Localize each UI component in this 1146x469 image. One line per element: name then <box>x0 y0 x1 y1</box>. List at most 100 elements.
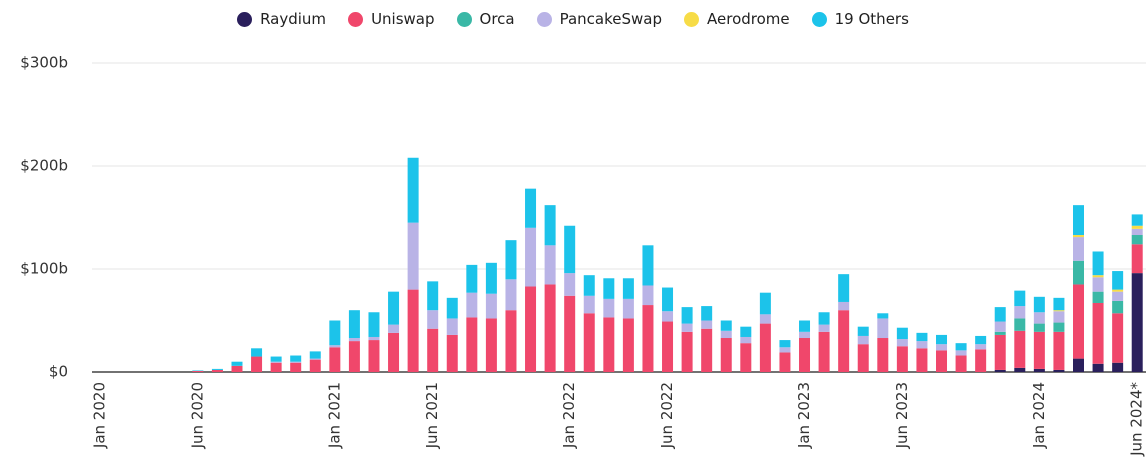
legend-item: Raydium <box>237 10 326 28</box>
bar-segment <box>368 340 380 372</box>
bar-segment <box>1014 330 1026 368</box>
bar-segment <box>368 312 380 337</box>
bar-segment <box>485 293 497 319</box>
bar-segment <box>1033 296 1045 313</box>
bar-segment <box>1092 291 1104 303</box>
bar-segment <box>857 326 869 336</box>
bar-segment <box>916 332 928 342</box>
legend-swatch <box>684 11 700 27</box>
bar-segment <box>525 286 537 372</box>
bar-segment <box>407 222 419 290</box>
bar-segment <box>877 338 889 372</box>
bar-segment <box>759 323 771 372</box>
x-tick-label: Jun 2021 <box>423 382 441 449</box>
bar-segment <box>544 205 556 246</box>
bar-segment <box>603 278 615 299</box>
bar-segment <box>857 335 869 345</box>
x-tick-label: Jun 2022 <box>658 382 676 449</box>
bar-segment <box>270 361 282 363</box>
bar-segment <box>211 368 223 370</box>
bar-segment <box>681 307 693 324</box>
bar-segment <box>1131 244 1143 274</box>
bar-segment <box>1033 312 1045 324</box>
bar-segment <box>583 275 595 296</box>
bar-segment <box>896 327 908 340</box>
x-tick-label: Jun 2023 <box>893 382 911 449</box>
bar-segment <box>994 334 1006 370</box>
bar-segment <box>1053 331 1065 370</box>
bar-segment <box>388 324 400 333</box>
legend-item: Aerodrome <box>684 10 790 28</box>
bar-segment <box>720 338 732 372</box>
bar-segment <box>407 157 419 223</box>
bar-segment <box>231 361 243 366</box>
bar-segment <box>544 284 556 372</box>
bar-segment <box>642 245 654 286</box>
bar-segment <box>1014 290 1026 307</box>
bar-segment <box>642 285 654 306</box>
bar-segment <box>955 343 967 351</box>
bar-segment <box>955 350 967 356</box>
bar-segment <box>936 344 948 351</box>
bar-segment <box>1073 260 1084 285</box>
bar-segment <box>485 318 497 372</box>
bar-segment <box>309 351 321 359</box>
legend-label: Uniswap <box>371 10 435 28</box>
bar-segment <box>525 188 537 228</box>
bar-segment <box>505 310 517 372</box>
bar-segment <box>994 321 1006 332</box>
bar-segment <box>1131 225 1143 229</box>
bar-segment <box>1073 235 1084 238</box>
bar-segment <box>603 298 615 318</box>
bar-segment <box>759 314 771 324</box>
bar-segment <box>622 298 634 319</box>
legend-item: 19 Others <box>811 10 909 28</box>
bar-segment <box>466 292 478 318</box>
bar-segment <box>407 289 419 372</box>
bar-segment <box>348 341 360 372</box>
legend-swatch <box>348 11 364 27</box>
bar-segment <box>583 295 595 314</box>
bar-segment <box>1073 205 1084 236</box>
bar-segment <box>1112 271 1124 290</box>
bar-segment <box>701 328 713 372</box>
bar-segment <box>1112 362 1124 372</box>
bar-segment <box>622 318 634 372</box>
bar-segment <box>994 369 1006 372</box>
legend-label: Aerodrome <box>707 10 790 28</box>
bar-segment <box>681 331 693 372</box>
bar-segment <box>1131 228 1143 236</box>
bar-segment <box>857 344 869 372</box>
legend: Raydium Uniswap Orca PancakeSwap Aerodrome 19… <box>0 10 1146 28</box>
bar-segment <box>270 362 282 372</box>
y-tick-label: $300b <box>20 54 68 72</box>
bar-segment <box>916 341 928 349</box>
bar-segment <box>740 343 752 372</box>
bar-segment <box>290 361 302 363</box>
bar-segment <box>877 313 889 319</box>
bar-segment <box>270 356 282 362</box>
bar-segment <box>603 317 615 372</box>
bar-segment <box>564 295 576 372</box>
legend-label: Raydium <box>260 10 327 28</box>
bar-segment <box>799 338 811 372</box>
bar-segment <box>1092 251 1104 276</box>
bar-segment <box>662 287 674 312</box>
bar-segment <box>740 326 752 337</box>
bar-segment <box>290 355 302 362</box>
bar-segment <box>818 312 830 325</box>
bar-segment <box>1053 310 1065 312</box>
legend-item: Uniswap <box>348 10 435 28</box>
bar-segment <box>348 310 360 339</box>
bar-segment <box>446 334 458 372</box>
legend-swatch <box>536 11 552 27</box>
legend-swatch <box>811 11 827 27</box>
bar-segment <box>1131 214 1143 226</box>
bar-segment <box>896 346 908 372</box>
x-tick-label: Jan 2020 <box>91 382 109 449</box>
bar-segment <box>838 274 850 302</box>
bar-segment <box>994 307 1006 322</box>
x-tick-label: Jan 2024 <box>1030 382 1048 449</box>
